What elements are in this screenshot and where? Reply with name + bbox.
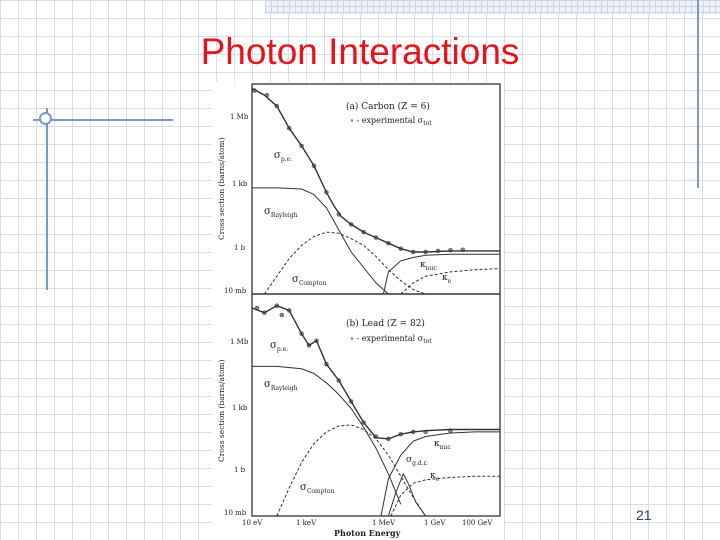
xtick-1kev: 1 keV	[296, 519, 317, 527]
panel-a-line-rayleigh	[252, 187, 389, 295]
panel-b-label-gdr: σg.d.r.	[406, 455, 428, 467]
panel-a-label-compton: σCompton	[292, 274, 327, 287]
panel-a-label-pe: σp.e.	[274, 150, 292, 163]
panel-b-frame	[251, 293, 501, 517]
panel-b-ytick-10mb: 10 mb	[224, 509, 247, 517]
cross-section-chart: (a) Carbon (Z = 6) ∘ - experimental σtot…	[217, 83, 501, 538]
panel-b-label-knuc: κnuc	[434, 439, 451, 451]
panel-a-label-rayleigh: σRayleigh	[264, 206, 298, 219]
top-decorative-strip	[265, 0, 720, 14]
panel-a-line-compton	[263, 231, 426, 295]
panel-a-line-nuc	[382, 253, 500, 295]
panel-b-line-compton	[276, 424, 427, 517]
panel-b-legend: ∘ - experimental σtot	[350, 334, 432, 345]
xtick-1mev: 1 MeV	[372, 519, 396, 527]
panel-a-line-tot	[251, 87, 500, 253]
panel-a-label: (a) Carbon (Z = 6)	[346, 101, 430, 112]
panel-a-ytick-1kb: 1 kb	[232, 180, 248, 188]
xtick-100gev: 100 GeV	[462, 519, 493, 527]
xtick-1gev: 1 GeV	[424, 519, 446, 527]
panel-a-legend: ∘ - experimental σtot	[350, 116, 432, 127]
x-axis-label: Photon Energy	[334, 528, 401, 538]
decorative-ring	[39, 112, 52, 125]
panel-b-ytick-1b: 1 b	[234, 466, 246, 474]
panel-b-line-e	[390, 475, 500, 517]
panel-b-label-ke: κe	[430, 471, 440, 483]
panel-a-label-ke: κe	[442, 273, 452, 285]
xtick-10ev: 10 eV	[242, 519, 263, 527]
panel-b-line-tot	[251, 304, 500, 440]
page-number: 21	[636, 507, 652, 523]
panel-b-line-rayleigh	[252, 365, 402, 505]
panel-b-point-tot-experimental-3	[279, 312, 285, 318]
panel-a-ytick-1mb: 1 Mb	[230, 113, 249, 121]
slide-title: Photon Interactions	[200, 31, 520, 72]
panel-b-ytick-1kb: 1 kb	[232, 404, 248, 412]
decorative-horizontal-line	[33, 119, 173, 121]
curves-layer	[251, 87, 501, 517]
panel-b-line-g-d-r	[387, 472, 427, 517]
panel-b-label: (b) Lead (Z = 82)	[346, 318, 425, 329]
panel-b-label-pe: σp.e.	[270, 340, 288, 353]
panel-b-label-compton: σCompton	[300, 482, 335, 495]
decorative-right-line	[697, 0, 699, 188]
panel-b-ylabel: Cross section (barns/atom)	[217, 359, 226, 462]
panel-a-ylabel: Cross section (barns/atom)	[217, 137, 226, 240]
panel-b-ytick-1mb: 1 Mb	[230, 338, 249, 346]
panel-a-ytick-1b: 1 b	[234, 244, 246, 252]
panel-b-label-rayleigh: σRayleigh	[264, 379, 298, 392]
cross-section-figure: (a) Carbon (Z = 6) ∘ - experimental σtot…	[212, 82, 504, 540]
panel-a-label-knuc: κnuc	[420, 260, 437, 272]
panel-b-line-nuc	[380, 431, 500, 517]
panel-a-ytick-10mb: 10 mb	[224, 287, 247, 295]
decorative-vertical-line	[46, 108, 48, 290]
